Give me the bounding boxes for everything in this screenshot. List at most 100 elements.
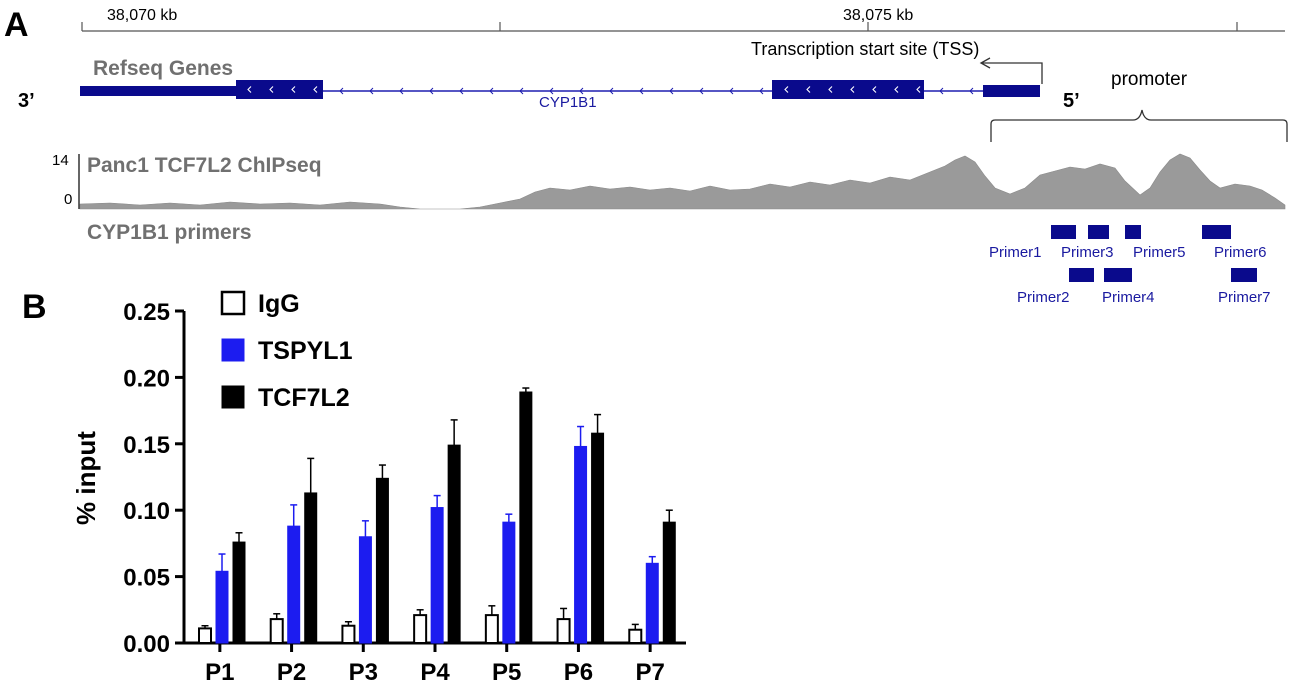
chip-track-label: Panc1 TCF7L2 ChIPseq [87,154,322,177]
primer-block-1 [1051,225,1076,239]
strand-arrow [872,86,877,93]
strand-arrow [669,87,674,95]
x-tick-label: P4 [420,659,450,686]
bar-tcf7l2-p3 [375,477,389,644]
strand-arrow [699,87,704,95]
intron-arrows [339,87,974,95]
chip-signal [79,153,1286,210]
bar-tspyl1-p6 [574,445,588,644]
chip-scale-min: 0 [64,191,72,208]
primer-label: Primer5 [1133,244,1186,261]
chip-scale-max: 14 [52,152,69,169]
strand-arrow [519,87,524,95]
strand-arrow [609,87,614,95]
promoter-brace: promoter [990,69,1288,142]
gene-model: CYP1B1 [80,80,1040,111]
strand-arrow [549,87,554,95]
bar-tcf7l2-p6 [591,432,605,644]
strand-arrow [247,86,252,93]
strand-arrow [729,87,734,95]
three-prime-label: 3’ [18,90,35,112]
y-tick-label: 0.05 [123,565,170,592]
strand-arrow [639,87,644,95]
bar-tcf7l2-p5 [519,391,533,644]
legend-swatch [221,385,245,409]
strand-arrow [579,87,584,95]
bar-igg-p2 [269,618,284,645]
bar-tspyl1-p4 [430,507,444,644]
panel-b-letter: B [22,288,47,326]
x-axis: P1 P2 P3 P4 P5 P6 P7 [184,641,686,686]
tss-label: Transcription start site (TSS) [751,39,979,59]
coordinate-label: 38,070 kb [107,7,177,24]
strand-arrow [291,86,296,93]
bar-tcf7l2-p7 [662,521,676,644]
bar-tspyl1-p1 [215,570,229,644]
primer-block-2 [1069,268,1094,282]
strand-arrow [313,86,318,93]
bar-tcf7l2-p1 [232,541,246,644]
strand-arrow [939,87,944,95]
y-tick-label: 0.10 [123,498,170,525]
strand-arrow [850,86,855,93]
y-axis-label: % input [71,431,101,525]
panel-a: A 38,070 kb 38,075 kb Refseq Genes 3’ 5’… [4,6,1288,306]
bar-igg-p3 [341,624,356,645]
primer-block-6 [1202,225,1231,239]
y-tick-label: 0.25 [123,299,170,326]
five-prime-label: 5’ [1063,90,1080,112]
chip-scale: 14 0 [52,152,80,209]
x-tick-label: P2 [277,659,306,686]
bar-igg-p6 [556,618,571,645]
x-tick-label: P1 [205,659,234,686]
primer-label: Primer3 [1061,244,1114,261]
panel-b: B % input 0.00 0.05 0.10 0.15 0.20 0.25 P1 P2 P… [22,288,686,686]
primer-block-5 [1125,225,1141,239]
primer-label: Primer7 [1218,289,1271,306]
coordinate-label: 38,075 kb [843,7,913,24]
strand-arrow [339,87,344,95]
bar-tspyl1-p3 [358,536,372,644]
strand-arrow [784,86,789,93]
exon-arrows [247,86,921,93]
promoter-label: promoter [1111,69,1188,90]
bar-igg-p1 [198,627,212,645]
primer-block-3 [1088,225,1109,239]
primer-label: Primer6 [1214,244,1267,261]
bar-tspyl1-p5 [502,521,516,644]
y-tick-label: 0.15 [123,432,170,459]
bar-tcf7l2-p4 [447,444,461,644]
primers-track-label: CYP1B1 primers [87,221,252,244]
primer-label: Primer1 [989,244,1042,261]
strand-arrow [369,87,374,95]
legend-swatch [221,338,245,362]
primer-block-7 [1231,268,1257,282]
bar-tspyl1-p7 [645,562,659,644]
bar-igg-p7 [628,628,643,644]
strand-arrow [399,87,404,95]
y-tick-label: 0.00 [123,631,170,658]
primer-label: Primer4 [1102,289,1155,306]
strand-arrow [969,87,974,95]
utr-3prime [80,86,238,96]
primer-block-4 [1104,268,1132,282]
strand-arrow [429,87,434,95]
bar-igg-p4 [413,614,428,644]
x-tick-label: P6 [564,659,593,686]
strand-arrow [459,87,464,95]
refseq-track-label: Refseq Genes [93,57,233,80]
legend-label: TSPYL1 [258,337,353,365]
bars [198,387,676,645]
x-tick-label: P5 [492,659,521,686]
legend-swatch [220,290,246,316]
bar-tcf7l2-p2 [304,492,318,644]
coordinate-ruler: 38,070 kb 38,075 kb [81,7,1285,32]
y-tick-label: 0.20 [123,365,170,392]
bar-tspyl1-p2 [287,525,301,644]
strand-arrow [916,86,921,93]
strand-arrow [269,86,274,93]
panel-a-letter: A [4,6,29,44]
legend-label: TCF7L2 [258,384,350,412]
strand-arrow [894,86,899,93]
